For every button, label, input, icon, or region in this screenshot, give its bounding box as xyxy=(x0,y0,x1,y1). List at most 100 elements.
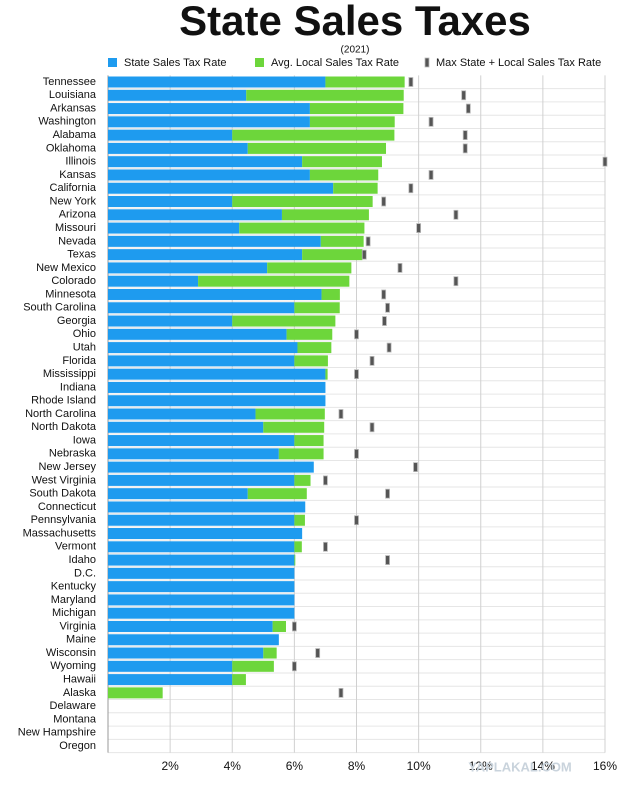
legend-label: State Sales Tax Rate xyxy=(124,57,227,69)
y-tick-label: New York xyxy=(50,195,97,207)
bar-state xyxy=(108,196,233,208)
chart-subtitle: (2021) xyxy=(341,45,370,56)
bar-state xyxy=(108,435,295,447)
bar-local xyxy=(297,342,332,354)
x-tick-label: 4% xyxy=(224,759,242,773)
y-tick-label: Hawaii xyxy=(63,674,96,686)
bar-state xyxy=(108,514,295,526)
bar-state xyxy=(108,634,279,646)
y-tick-label: Louisiana xyxy=(49,89,97,101)
max-marker xyxy=(413,462,418,473)
y-tick-label: Minnesota xyxy=(45,288,97,300)
y-tick-label: Colorado xyxy=(51,275,96,287)
bar-state xyxy=(108,129,233,141)
y-tick-label: Kentucky xyxy=(51,581,97,593)
bar-state xyxy=(108,315,233,327)
max-marker xyxy=(381,289,387,300)
max-marker xyxy=(465,103,471,114)
max-marker xyxy=(354,448,359,459)
bar-local xyxy=(309,103,404,115)
legend-swatch xyxy=(255,58,264,67)
bar-state xyxy=(108,647,264,659)
x-tick-label: 14% xyxy=(531,759,555,773)
legend-label: Max State + Local Sales Tax Rate xyxy=(436,57,601,69)
bar-local xyxy=(320,235,364,247)
y-tick-label: Arkansas xyxy=(50,102,96,114)
y-tick-label: Alaska xyxy=(63,687,97,699)
y-tick-label: North Carolina xyxy=(25,408,97,420)
bar-local xyxy=(232,660,274,672)
bar-local xyxy=(247,142,387,154)
bar-state xyxy=(108,302,295,314)
y-tick-label: Kansas xyxy=(59,169,96,181)
bar-local xyxy=(198,275,350,287)
bar-state xyxy=(108,408,256,420)
y-tick-label: Missouri xyxy=(55,222,96,234)
bar-state xyxy=(108,156,303,168)
max-marker xyxy=(369,422,375,433)
x-tick-label: 12% xyxy=(469,759,493,773)
bar-local xyxy=(239,222,365,234)
max-marker xyxy=(354,369,359,380)
y-tick-label: Utah xyxy=(73,342,96,354)
max-marker xyxy=(453,209,459,220)
max-marker xyxy=(416,223,422,233)
bar-state xyxy=(108,674,233,686)
bar-local xyxy=(281,209,369,221)
y-tick-label: South Carolina xyxy=(23,302,97,314)
bar-state xyxy=(108,116,310,128)
y-tick-label: Wyoming xyxy=(50,660,96,672)
y-tick-label: South Dakota xyxy=(29,488,97,500)
bar-state xyxy=(108,395,326,407)
bar-local xyxy=(278,448,324,460)
y-tick-label: Ohio xyxy=(73,328,96,340)
y-tick-label: Nevada xyxy=(58,235,97,247)
bar-state xyxy=(108,620,273,632)
max-marker xyxy=(381,196,387,207)
bar-local xyxy=(302,156,382,168)
bar-state xyxy=(108,474,295,486)
bar-state xyxy=(108,209,282,221)
bar-local xyxy=(294,474,311,486)
y-tick-label: West Virginia xyxy=(32,474,97,486)
bar-local xyxy=(263,421,325,433)
max-marker xyxy=(397,263,403,273)
y-tick-label: Florida xyxy=(62,355,97,367)
bar-state xyxy=(108,262,268,274)
max-marker xyxy=(382,316,387,326)
bar-local xyxy=(294,302,340,314)
bar-state xyxy=(108,488,248,500)
y-tick-label: Rhode Island xyxy=(31,395,96,407)
bar-state xyxy=(108,581,295,593)
y-tick-label: Vermont xyxy=(55,541,96,553)
y-tick-label: New Hampshire xyxy=(18,727,96,739)
x-tick-label: 6% xyxy=(286,759,304,773)
bar-state xyxy=(108,368,326,380)
max-marker xyxy=(385,488,390,499)
max-marker xyxy=(365,236,371,247)
bar-local xyxy=(267,262,352,274)
y-tick-label: Nebraska xyxy=(49,448,97,460)
y-tick-label: Maine xyxy=(66,634,96,646)
y-tick-label: Georgia xyxy=(57,315,97,327)
bar-local xyxy=(272,620,286,632)
y-tick-label: Indiana xyxy=(60,381,97,393)
max-marker xyxy=(462,143,468,154)
bar-local xyxy=(309,169,379,181)
bar-local xyxy=(232,315,336,327)
max-marker xyxy=(461,90,467,101)
bar-local xyxy=(108,687,163,699)
bar-state xyxy=(108,554,295,566)
max-marker xyxy=(361,249,367,260)
bar-local xyxy=(302,249,363,261)
bar-state xyxy=(108,421,264,433)
bar-state xyxy=(108,355,295,367)
bar-local xyxy=(232,674,246,686)
x-tick-label: 16% xyxy=(593,759,617,773)
max-marker xyxy=(315,648,321,658)
max-marker xyxy=(369,355,375,366)
max-marker xyxy=(323,475,328,486)
y-tick-label: Texas xyxy=(67,249,96,261)
y-tick-label: Connecticut xyxy=(38,501,96,513)
